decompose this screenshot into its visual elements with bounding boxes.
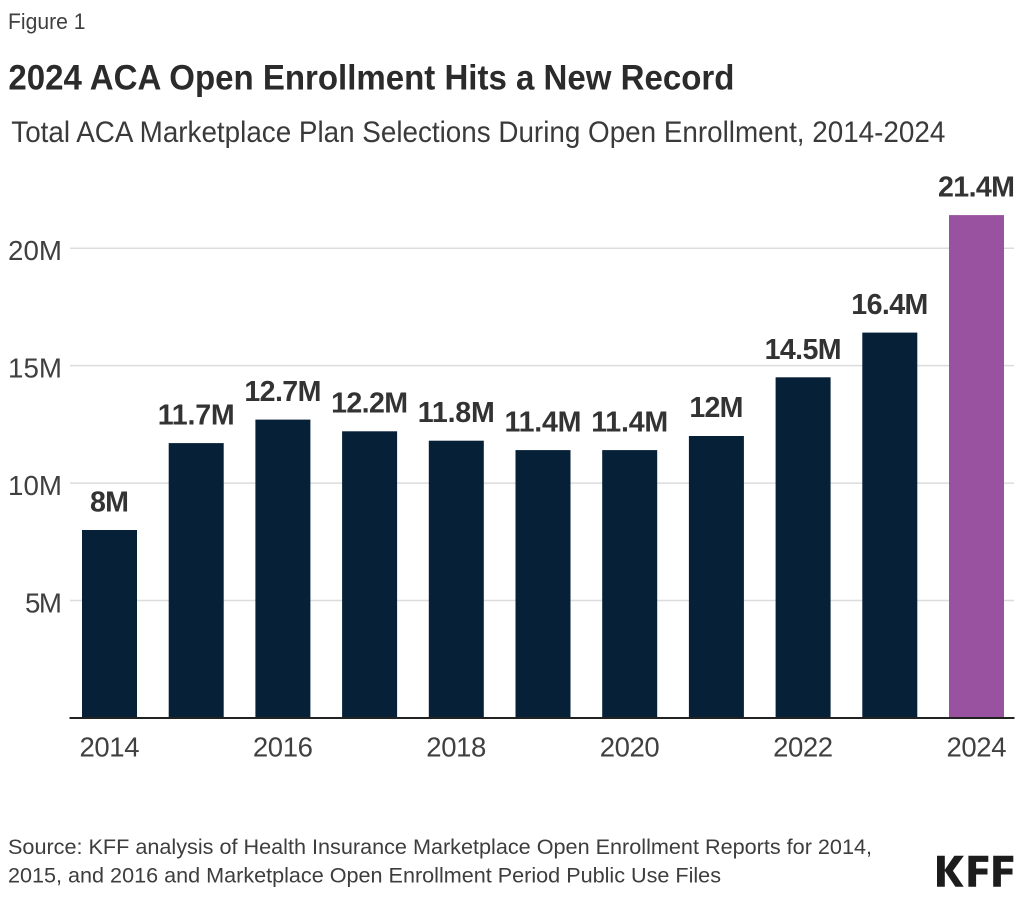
svg-text:2018: 2018 <box>426 732 486 763</box>
svg-text:12.7M: 12.7M <box>244 376 321 408</box>
svg-text:2015, and 2016 and Marketplace: 2015, and 2016 and Marketplace Open Enro… <box>8 862 721 887</box>
svg-text:10M: 10M <box>8 470 62 501</box>
svg-text:11.4M: 11.4M <box>591 406 668 438</box>
svg-text:2020: 2020 <box>600 732 660 763</box>
svg-text:Source: KFF analysis of Health: Source: KFF analysis of Health Insurance… <box>8 834 872 859</box>
svg-text:11.8M: 11.8M <box>418 397 495 429</box>
svg-text:21.4M: 21.4M <box>938 171 1015 203</box>
svg-text:2022: 2022 <box>773 732 833 763</box>
svg-text:Figure 1: Figure 1 <box>8 9 86 34</box>
svg-text:Total ACA Marketplace Plan Sel: Total ACA Marketplace Plan Selections Du… <box>11 116 945 149</box>
svg-text:15M: 15M <box>8 353 62 384</box>
svg-text:2014: 2014 <box>80 732 140 763</box>
svg-text:2016: 2016 <box>253 732 313 763</box>
svg-text:11.7M: 11.7M <box>158 399 235 431</box>
svg-text:20M: 20M <box>8 235 62 266</box>
svg-text:5M: 5M <box>25 587 62 618</box>
svg-text:12M: 12M <box>689 392 743 424</box>
svg-text:11.4M: 11.4M <box>505 406 582 438</box>
svg-text:2024: 2024 <box>947 732 1007 763</box>
svg-text:2024 ACA Open Enrollment Hits: 2024 ACA Open Enrollment Hits a New Reco… <box>8 58 734 98</box>
svg-text:14.5M: 14.5M <box>765 334 842 366</box>
svg-text:12.2M: 12.2M <box>331 388 408 420</box>
svg-text:8M: 8M <box>90 487 129 519</box>
svg-text:16.4M: 16.4M <box>851 289 928 321</box>
